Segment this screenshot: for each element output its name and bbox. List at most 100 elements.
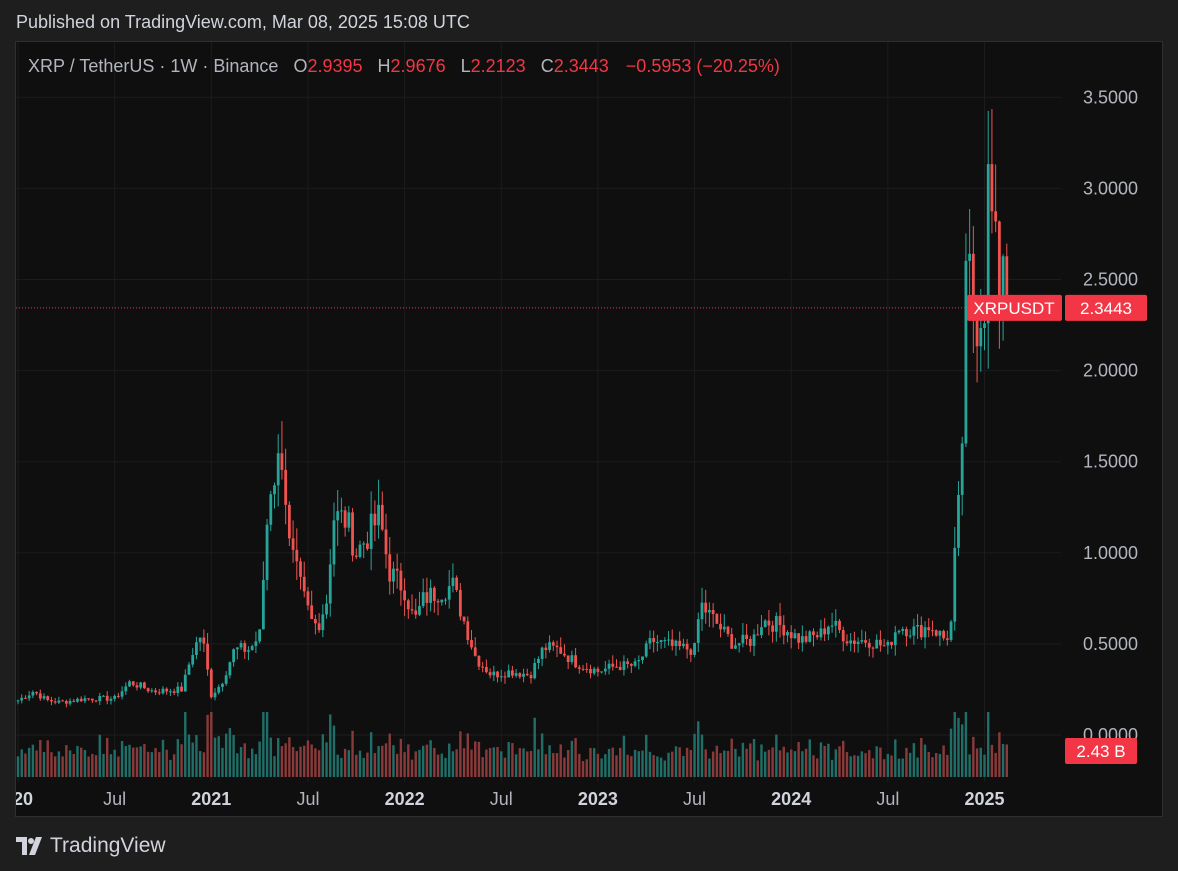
x-tick-label: 2025 [964, 789, 1004, 809]
y-tick-label: 1.0000 [1083, 543, 1138, 563]
volume-bar [912, 743, 916, 777]
candle-body [113, 695, 117, 699]
volume-bar [247, 758, 250, 777]
candle-body [429, 587, 433, 603]
candle-body [782, 625, 786, 636]
candle-body [730, 634, 734, 649]
volume-bar [98, 734, 101, 777]
candle-body [35, 692, 38, 694]
candle-body [830, 625, 834, 627]
candle-body [79, 698, 83, 702]
volume-bar [682, 756, 685, 777]
volume-bar [979, 747, 982, 777]
candle-body [358, 544, 362, 557]
volume-bar [418, 749, 421, 777]
candle-body [87, 698, 91, 700]
candle-body [128, 681, 131, 687]
symbol-price-tag[interactable]: XRPUSDT 2.3443 [967, 294, 1147, 321]
candle-body [852, 640, 856, 645]
volume-bar [700, 734, 704, 777]
volume-bar [317, 750, 321, 777]
volume-bar [715, 745, 719, 777]
candle-body [942, 630, 946, 639]
volume-bar [425, 744, 429, 777]
candle-body [347, 512, 351, 528]
candle-body [886, 641, 890, 646]
candle-body [845, 641, 849, 644]
volume-bar [726, 750, 730, 777]
candle-body [581, 668, 585, 670]
candle-body [752, 634, 756, 646]
price-chart[interactable]: 0.00000.50001.00001.50002.00002.50003.00… [16, 42, 1164, 818]
volume-bar [444, 757, 447, 777]
volume-bar [894, 739, 897, 777]
candle-body [637, 660, 641, 662]
volume-bar [161, 739, 165, 777]
candle-body [291, 538, 295, 550]
candle-body [522, 673, 525, 677]
candle-body [76, 698, 79, 702]
chart-frame[interactable]: 0.0000 0.5000 1.0000 1.5000 2.0000 2.5000 3.00… [15, 41, 1163, 817]
volume-bar [574, 738, 577, 777]
volume-bar [927, 751, 930, 777]
candle-body [377, 504, 380, 526]
volume-bar [232, 735, 235, 777]
candle-body [793, 633, 797, 639]
candle-body [748, 638, 752, 646]
candle-body [124, 686, 128, 692]
volume-bar [139, 746, 142, 777]
candle-body [447, 586, 451, 600]
close-value: 2.3443 [554, 56, 609, 76]
y-tick-label: 1.5000 [1083, 452, 1138, 472]
candle-body [187, 664, 191, 675]
volume-bar [793, 751, 797, 777]
volume-bar [288, 737, 291, 777]
volume-bar [265, 712, 269, 777]
candle-body [195, 642, 198, 655]
candle-body [258, 629, 262, 642]
volume-bar [607, 748, 611, 777]
volume-bar [165, 749, 168, 777]
price-axis[interactable]: 0.00000.50001.00001.50002.00002.50003.00… [1083, 87, 1138, 745]
volume-bar [596, 753, 600, 777]
volume-bar [158, 752, 161, 777]
volume-bar [544, 754, 548, 777]
candle-body [990, 164, 994, 212]
candle-body [537, 658, 540, 664]
candle-body [384, 529, 388, 555]
volume-bar [143, 743, 146, 777]
volume-tag: 2.43 B [1065, 738, 1137, 764]
volume-bar [704, 749, 707, 777]
candle-body [931, 630, 934, 632]
candle-body [518, 673, 522, 677]
candle-body [681, 643, 685, 647]
candle-body [540, 647, 544, 659]
volume-bar [433, 747, 436, 777]
volume-bar [254, 754, 258, 777]
time-axis[interactable]: 020 Jul 2021 Jul 2022 Jul 2023 Jul 2024 Jul 2025 [16, 789, 1005, 809]
low-label: L [461, 56, 471, 76]
volume-bar [50, 752, 53, 777]
x-tick-label: Jul [683, 789, 706, 809]
candle-body [470, 640, 473, 648]
volume-bar [1001, 743, 1005, 777]
volume-bar [53, 756, 57, 777]
x-tick-label: 2024 [771, 789, 811, 809]
candle-body [838, 620, 841, 631]
volume-bar [358, 750, 362, 777]
candle-body [313, 619, 317, 624]
low-value: 2.2123 [471, 56, 526, 76]
volume-bar [303, 745, 306, 777]
volume-bar [648, 751, 652, 777]
candle-body [451, 577, 455, 587]
candle-body [722, 626, 726, 630]
volume-tag-bg [1065, 738, 1137, 764]
candle-body [815, 635, 819, 638]
volume-bar [94, 755, 98, 777]
candle-body [1001, 256, 1005, 308]
volume-bar [957, 717, 960, 777]
candle-body [481, 666, 485, 668]
symbol-tag-text: XRPUSDT [973, 299, 1054, 318]
footer-branding[interactable]: TradingView [16, 834, 166, 858]
candle-body [968, 253, 972, 261]
